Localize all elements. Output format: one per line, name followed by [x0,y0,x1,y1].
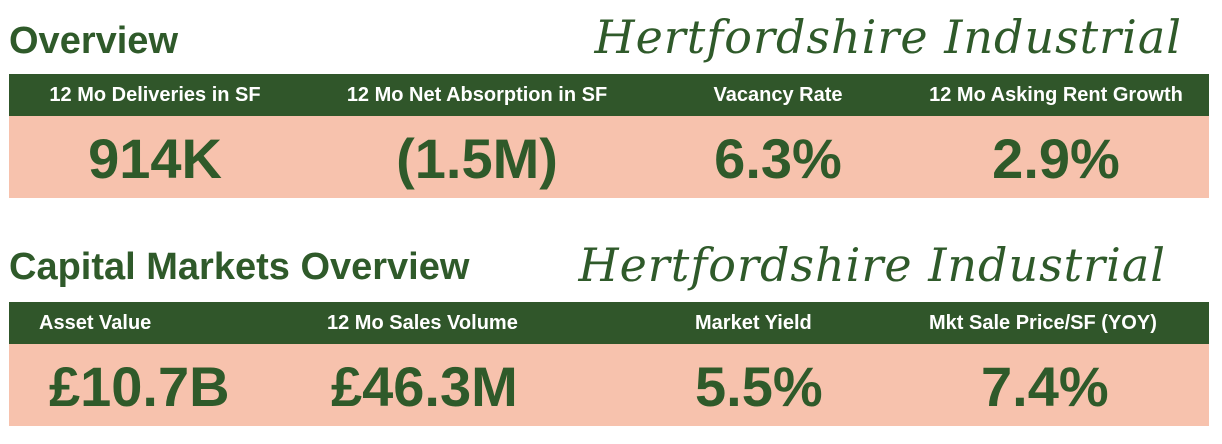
overview-market-name: Hertfordshire Industrial [594,10,1182,64]
overview-value-bar: 914K (1.5M) 6.3% 2.9% [9,116,1209,198]
net-absorption-label: 12 Mo Net Absorption in SF [346,84,608,106]
overview-header-bar: 12 Mo Deliveries in SF 12 Mo Net Absorpt… [9,74,1209,116]
market-yield-value: 5.5% [695,355,823,418]
vacancy-rate-value: 6.3% [714,127,842,190]
sale-price-growth-label: Mkt Sale Price/SF (YOY) [929,312,1157,334]
capital-markets-header-bar: Asset Value 12 Mo Sales Volume Market Yi… [9,302,1209,344]
capital-markets-market-name: Hertfordshire Industrial [578,238,1166,292]
asset-value-value: £10.7B [49,355,230,418]
sales-volume-label: 12 Mo Sales Volume [327,312,518,334]
capital-markets-value-bar: £10.7B £46.3M 5.5% 7.4% [9,344,1209,426]
asset-value-label: Asset Value [39,312,152,334]
capital-markets-title: Capital Markets Overview [9,246,470,288]
overview-title: Overview [9,20,178,62]
deliveries-label: 12 Mo Deliveries in SF [49,84,261,106]
asking-rent-growth-label: 12 Mo Asking Rent Growth [929,84,1183,106]
deliveries-value: 914K [88,127,222,190]
sales-volume-value: £46.3M [331,355,518,418]
net-absorption-value: (1.5M) [396,127,558,190]
market-yield-label: Market Yield [695,312,812,334]
sale-price-growth-value: 7.4% [981,355,1109,418]
asking-rent-growth-value: 2.9% [992,127,1120,190]
vacancy-rate-label: Vacancy Rate [713,84,843,106]
